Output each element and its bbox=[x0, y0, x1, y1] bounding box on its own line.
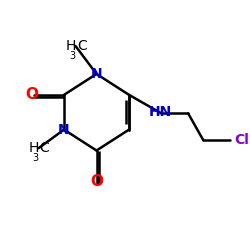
Text: C: C bbox=[77, 39, 86, 53]
Text: HN: HN bbox=[149, 105, 172, 119]
Text: C: C bbox=[40, 141, 50, 155]
Text: Cl: Cl bbox=[234, 133, 250, 147]
Text: 3: 3 bbox=[70, 51, 76, 61]
Text: H: H bbox=[28, 141, 38, 155]
Text: 3: 3 bbox=[32, 153, 38, 163]
Text: N: N bbox=[58, 123, 70, 137]
Text: H: H bbox=[65, 39, 76, 53]
Text: N: N bbox=[91, 67, 102, 81]
Text: O: O bbox=[90, 174, 103, 189]
Text: O: O bbox=[25, 87, 38, 102]
